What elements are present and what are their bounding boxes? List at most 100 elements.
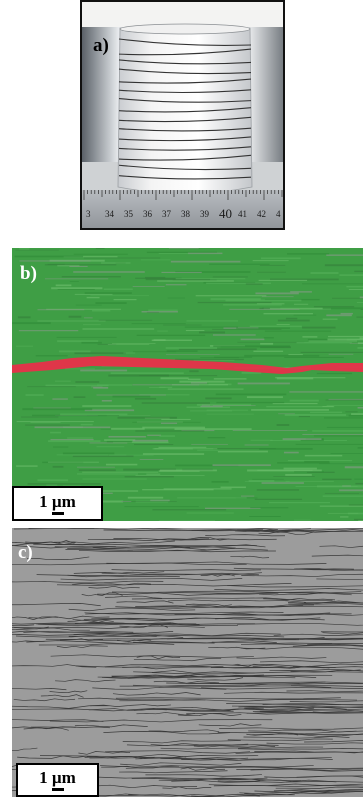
texture-streak xyxy=(55,380,71,382)
grain-boundary-line xyxy=(92,686,227,690)
grain-boundary-line xyxy=(12,633,157,637)
panel-c-boundary-map: c) xyxy=(12,528,363,797)
texture-streak xyxy=(344,466,363,469)
texture-streak xyxy=(212,464,271,467)
grain-boundary-line xyxy=(116,600,174,604)
grain-boundary-line xyxy=(252,710,363,713)
grain-boundary-line xyxy=(287,600,363,605)
texture-streak xyxy=(19,248,30,250)
grain-boundary-line xyxy=(210,683,363,685)
texture-streak xyxy=(264,330,332,332)
texture-streak xyxy=(316,485,363,488)
texture-streak xyxy=(166,350,198,352)
texture-streak xyxy=(258,279,308,281)
texture-streak xyxy=(160,377,189,380)
texture-streak xyxy=(313,435,363,437)
grain-boundary-line xyxy=(60,578,243,581)
grain-boundary-line xyxy=(49,690,88,693)
texture-streak xyxy=(132,439,169,442)
texture-streak xyxy=(294,471,325,473)
grain-boundary-line xyxy=(303,602,363,604)
texture-streak xyxy=(33,407,71,409)
ruler-number: 3 xyxy=(86,209,91,219)
texture-streak xyxy=(75,381,100,383)
grain-boundary-line xyxy=(90,704,171,707)
texture-streak xyxy=(310,272,339,274)
texture-streak xyxy=(217,450,268,453)
texture-streak xyxy=(326,314,352,317)
coil-line xyxy=(118,154,252,161)
scale-bar-c-text: 1 µm xyxy=(39,768,76,787)
texture-streak xyxy=(300,351,363,353)
texture-streak xyxy=(327,338,363,341)
grain-boundary-line xyxy=(49,719,273,723)
grain-boundary-line xyxy=(126,744,279,747)
texture-streak xyxy=(276,377,314,380)
grain-boundary-line xyxy=(258,531,314,535)
texture-streak xyxy=(285,317,298,320)
texture-streak xyxy=(139,375,218,377)
texture-streak xyxy=(111,427,145,430)
texture-streak xyxy=(46,308,121,310)
grain-boundary-line xyxy=(236,768,363,771)
grain-boundary-line xyxy=(296,775,363,778)
grain-boundary-line xyxy=(201,687,363,690)
texture-streak xyxy=(332,297,363,299)
grain-boundary-line xyxy=(86,755,259,759)
texture-streak xyxy=(300,439,324,442)
texture-streak xyxy=(288,353,303,356)
texture-streak xyxy=(37,479,69,482)
grain-boundary-line xyxy=(316,578,363,580)
texture-streak xyxy=(72,455,134,458)
texture-streak xyxy=(105,463,138,466)
grain-boundary-line xyxy=(166,681,363,685)
texture-streak xyxy=(132,351,177,353)
texture-streak xyxy=(244,354,320,357)
coil-line xyxy=(118,78,252,84)
grain-boundary-line xyxy=(303,638,363,641)
grain-boundary-line xyxy=(217,730,363,735)
texture-streak xyxy=(60,413,128,416)
texture-streak xyxy=(319,463,363,465)
grain-boundary-line xyxy=(88,708,167,711)
texture-streak xyxy=(197,301,272,304)
grain-boundary-line xyxy=(185,603,232,607)
texture-streak xyxy=(16,421,94,423)
texture-streak xyxy=(47,461,99,463)
texture-streak xyxy=(44,278,109,280)
grain-boundary-line xyxy=(85,612,331,616)
grain-boundary-line xyxy=(55,679,116,683)
texture-streak xyxy=(357,347,363,349)
texture-streak xyxy=(347,512,363,515)
texture-streak xyxy=(113,299,137,301)
texture-streak xyxy=(213,345,290,348)
texture-streak xyxy=(82,471,159,473)
texture-streak xyxy=(165,284,187,286)
texture-streak xyxy=(135,430,205,432)
texture-streak xyxy=(140,259,171,261)
texture-streak xyxy=(168,248,199,249)
texture-streak xyxy=(273,476,315,477)
grain-boundary-image xyxy=(12,528,363,797)
texture-streak xyxy=(34,426,111,429)
grain-boundary-line xyxy=(246,732,299,736)
texture-streak xyxy=(45,384,109,387)
texture-streak xyxy=(15,249,59,251)
grain-boundary-line xyxy=(286,690,363,693)
grain-boundary-line xyxy=(13,698,76,702)
texture-streak xyxy=(213,378,247,380)
texture-streak xyxy=(96,446,125,448)
texture-streak xyxy=(236,327,290,329)
texture-streak xyxy=(76,473,138,475)
texture-streak xyxy=(276,424,290,426)
texture-streak xyxy=(358,519,363,521)
texture-streak xyxy=(145,276,166,279)
grain-boundary-line xyxy=(238,748,363,750)
grain-boundary-line xyxy=(93,638,300,642)
texture-streak xyxy=(240,338,265,341)
texture-streak xyxy=(294,519,311,521)
texture-streak xyxy=(360,309,363,310)
grain-boundary-line xyxy=(295,568,363,571)
texture-streak xyxy=(37,309,85,311)
grain-boundary-line xyxy=(12,624,35,627)
